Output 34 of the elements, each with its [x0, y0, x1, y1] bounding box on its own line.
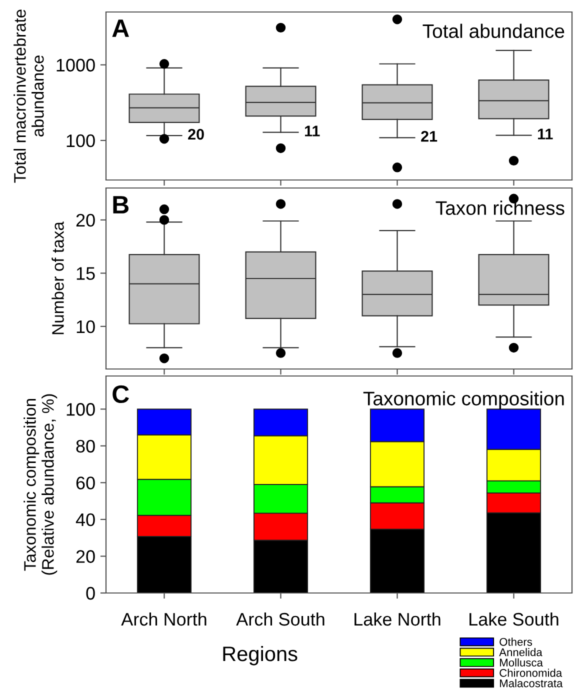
annotation: 11 — [305, 126, 320, 136]
annotation: 21 — [421, 130, 438, 142]
y-tick-label: 20 — [76, 214, 95, 227]
y-tick-label: 0 — [86, 586, 95, 600]
y-tick-label: 100 — [66, 403, 95, 416]
x-tick-label: Arch North — [121, 612, 206, 626]
annotation: B — [113, 196, 129, 214]
y-tick-label: 15 — [76, 267, 95, 280]
y-axis-title: Total macroinvertebrate abundance — [14, 10, 44, 183]
annotation: 20 — [188, 128, 204, 140]
legend-label: Mollusca — [500, 658, 543, 667]
y-tick-label: 60 — [76, 476, 95, 490]
annotation: 11 — [538, 128, 553, 140]
y-tick-label: 100 — [66, 134, 95, 148]
x-tick-label: Arch South — [236, 612, 324, 626]
legend-label: Chironomida — [500, 668, 562, 677]
y-axis-title: Number of taxa — [52, 222, 64, 334]
legend-label: Annelida — [499, 648, 542, 656]
y-tick-label: 40 — [76, 513, 95, 526]
x-tick-label: Lake South — [470, 612, 558, 626]
text: Taxon richness — [436, 200, 564, 215]
y-tick-label: 20 — [76, 550, 95, 563]
y-axis-title: Taxonomic composition (Relative abundance, %) — [24, 394, 58, 575]
text: Taxonomic composition — [363, 391, 564, 410]
x-axis-title: Regions — [223, 646, 298, 666]
legend-label: Others — [500, 638, 532, 646]
x-tick-label: Lake North — [354, 612, 440, 626]
annotation: A — [112, 20, 129, 37]
y-tick-label: 80 — [76, 440, 95, 453]
legend-label: Malacostrata — [500, 679, 563, 688]
chart-title: Total abundance — [422, 24, 564, 38]
y-tick-label: 10 — [76, 320, 95, 334]
y-tick-label: 1000 — [56, 58, 95, 72]
annotation: C — [112, 385, 129, 404]
